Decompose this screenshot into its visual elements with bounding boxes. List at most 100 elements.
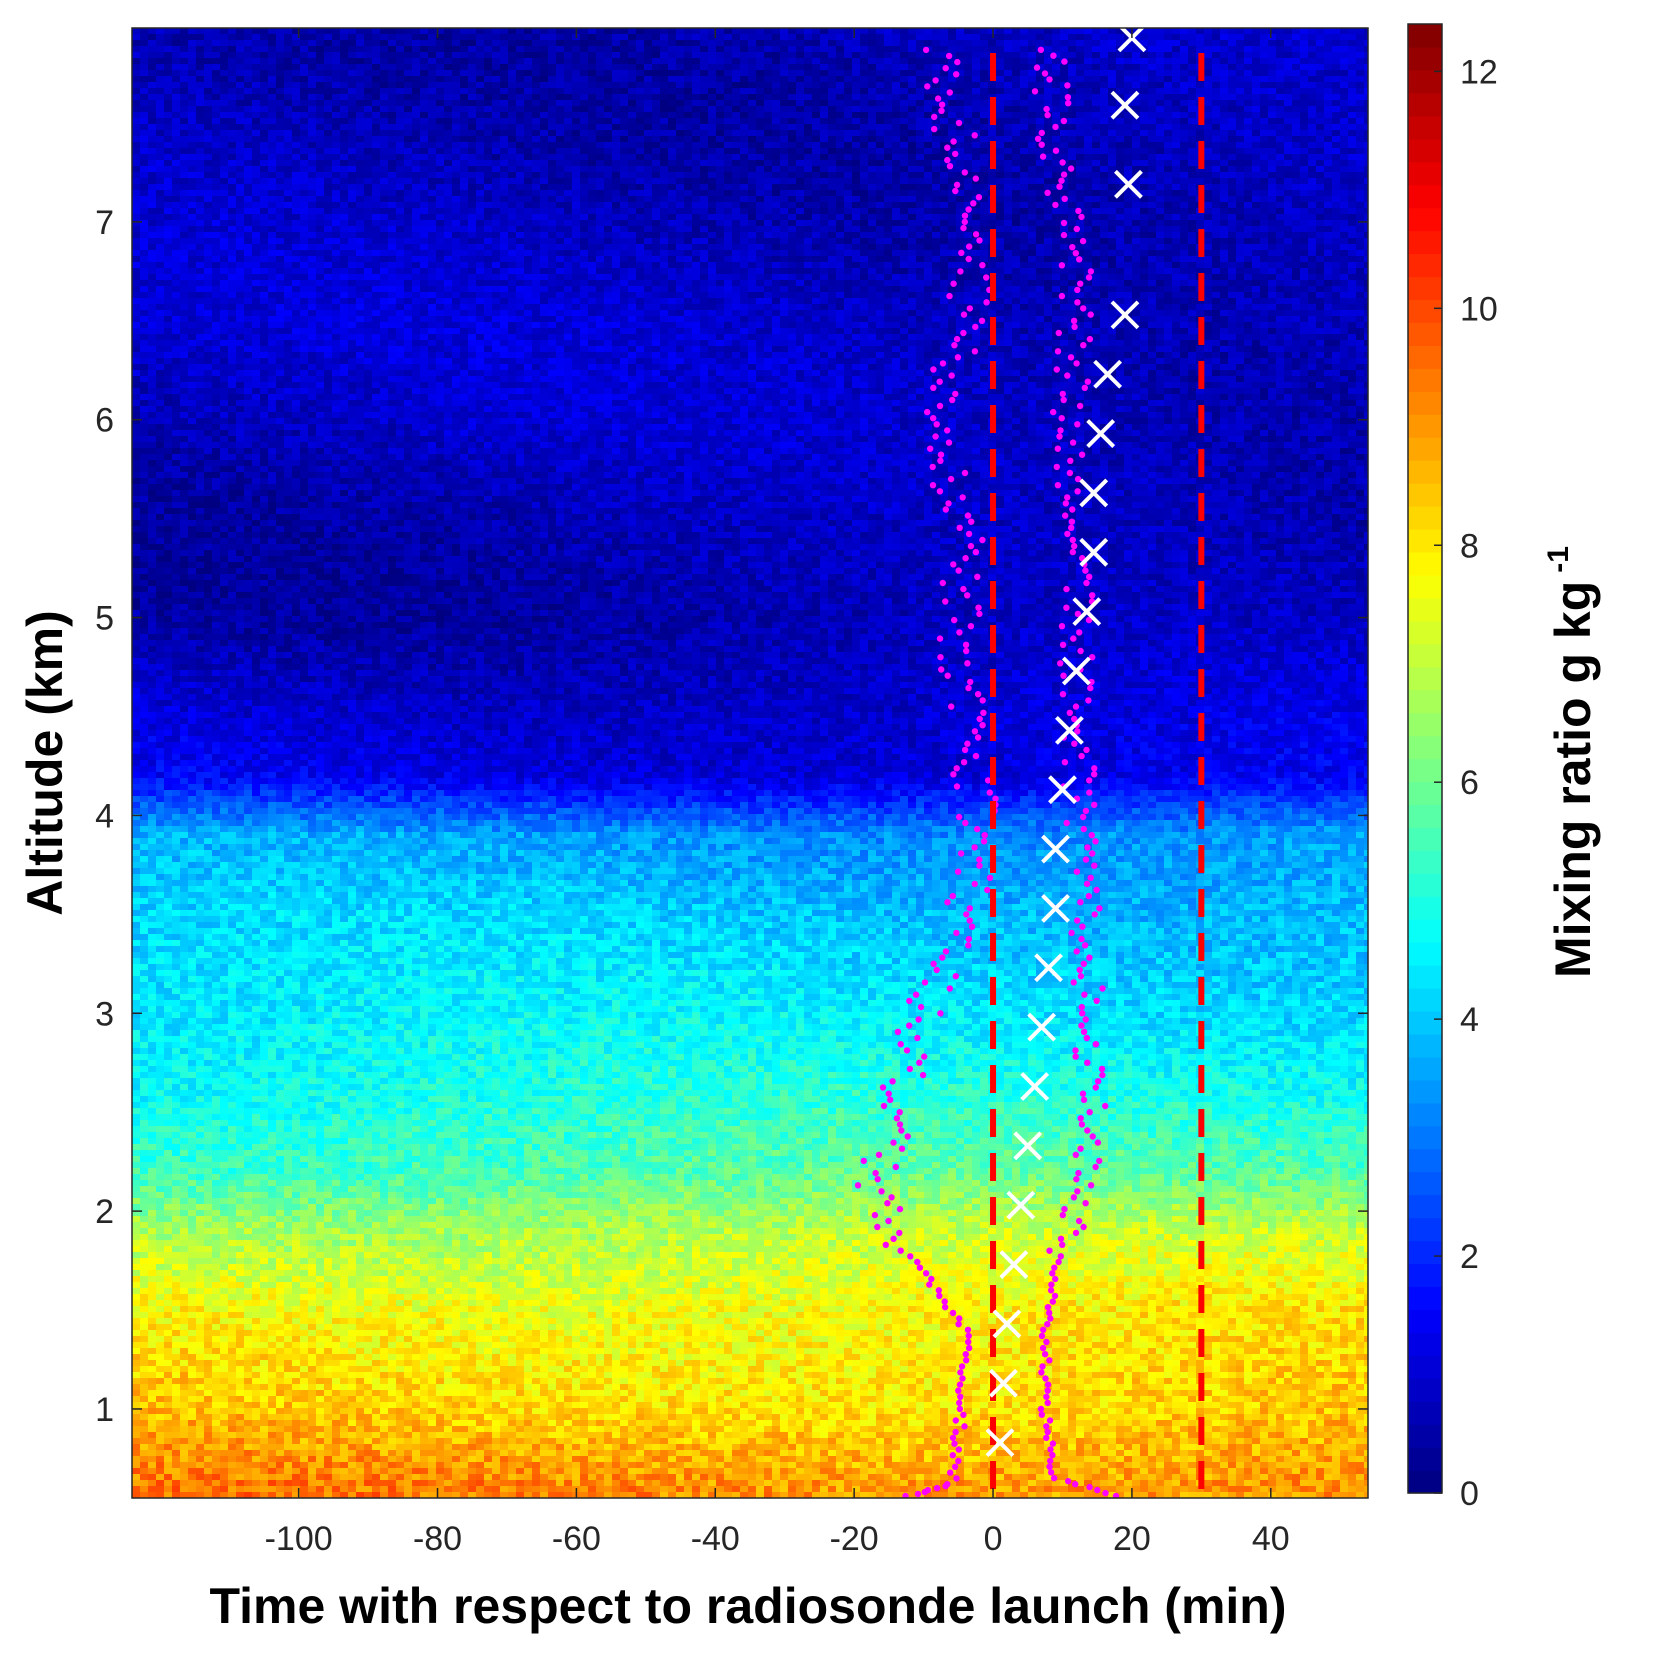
heatmap-cell [348,100,357,107]
heatmap-cell [324,52,333,59]
heatmap-cell [284,154,293,161]
heatmap-cell [1300,154,1309,161]
heatmap-cell [1140,136,1149,143]
heatmap-cell [964,142,973,149]
heatmap-cell [300,28,309,35]
heatmap-cell [540,148,549,155]
heatmap-cell [1092,106,1101,113]
heatmap-cell [628,166,637,173]
heatmap-cell [1340,88,1349,95]
heatmap-cell [260,76,269,83]
heatmap-cell [1308,136,1317,143]
heatmap-cell [804,28,813,35]
heatmap-cell [1236,46,1245,53]
heatmap-cell [436,76,445,83]
heatmap-cell [732,106,741,113]
heatmap-cell [740,160,749,167]
heatmap-cell [972,142,981,149]
heatmap-cell [636,112,645,119]
heatmap-cell [1284,58,1293,65]
heatmap-cell [260,106,269,113]
heatmap-cell [564,124,573,131]
heatmap-cell [748,136,757,143]
heatmap-cell [492,70,501,77]
heatmap-cell [1092,166,1101,173]
heatmap-cell [1348,34,1357,41]
heatmap-cell [548,112,557,119]
heatmap-cell [476,100,485,107]
heatmap-cell [668,112,677,119]
heatmap-cell [324,94,333,101]
heatmap-cell [1156,160,1165,167]
heatmap-cell [1292,70,1301,77]
heatmap-cell [1148,28,1157,35]
heatmap-cell [1012,100,1021,107]
heatmap-cell [1356,40,1365,47]
heatmap-cell [868,136,877,143]
heatmap-cell [1100,88,1109,95]
heatmap-cell [180,154,189,161]
heatmap-cell [564,130,573,137]
heatmap-cell [292,124,301,131]
heatmap-cell [644,34,653,41]
heatmap-cell [508,142,517,149]
heatmap-cell [396,100,405,107]
heatmap-cell [340,100,349,107]
heatmap-cell [580,166,589,173]
heatmap-cell [1164,100,1173,107]
heatmap-cell [300,130,309,137]
heatmap-cell [908,112,917,119]
heatmap-cell [292,100,301,107]
heatmap-cell [836,160,845,167]
heatmap-cell [1316,76,1325,83]
heatmap-cell [1204,70,1213,77]
heatmap-cell [492,76,501,83]
heatmap-cell [1116,130,1125,137]
heatmap-cell [500,100,509,107]
heatmap-cell [1284,106,1293,113]
heatmap-cell [284,40,293,47]
heatmap-cell [828,88,837,95]
heatmap-cell [1148,106,1157,113]
heatmap-cell [1228,28,1237,35]
heatmap-cell [684,160,693,167]
heatmap-cell [252,118,261,125]
heatmap-cell [396,76,405,83]
heatmap-cell [964,112,973,119]
heatmap-cell [164,160,173,167]
heatmap-cell [868,142,877,149]
heatmap-cell [276,112,285,119]
heatmap-cell [468,58,477,65]
heatmap-cell [764,166,773,173]
heatmap-cell [1324,160,1333,167]
heatmap-cell [204,154,213,161]
heatmap-cell [148,154,157,161]
heatmap-cell [692,94,701,101]
heatmap-cell [940,40,949,47]
heatmap-cell [756,154,765,161]
heatmap-cell [500,58,509,65]
heatmap-cell [604,28,613,35]
heatmap-cell [252,52,261,59]
heatmap-cell [452,130,461,137]
heatmap-cell [972,70,981,77]
heatmap-cell [1132,130,1141,137]
heatmap-cell [188,124,197,131]
heatmap-cell [644,100,653,107]
heatmap-cell [164,34,173,41]
heatmap-cell [1260,130,1269,137]
heatmap-cell [332,52,341,59]
heatmap-cell [1340,70,1349,77]
heatmap-cell [236,88,245,95]
heatmap-cell [396,70,405,77]
heatmap-cell [724,28,733,35]
heatmap-cell [1092,40,1101,47]
heatmap-cell [996,148,1005,155]
heatmap-cell [732,46,741,53]
heatmap-cell [244,100,253,107]
heatmap-cell [444,52,453,59]
heatmap-cell [556,130,565,137]
heatmap-cell [1148,142,1157,149]
heatmap-cell [1020,40,1029,47]
heatmap-cell [460,76,469,83]
